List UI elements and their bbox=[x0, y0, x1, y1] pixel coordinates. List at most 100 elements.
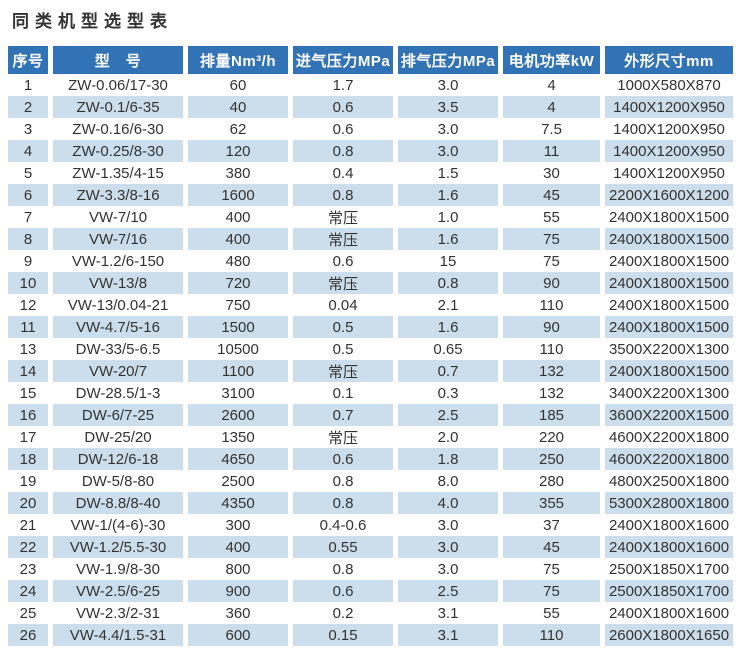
page: 同类机型选型表 序号 型 号 排量Nm³/h 进气压力MPa 排气压力MPa 电… bbox=[0, 12, 750, 646]
table-cell: 2400X1800X1500 bbox=[608, 296, 730, 314]
table-cell: 800 bbox=[225, 560, 251, 578]
table-cell: 4800X2500X1800 bbox=[608, 472, 730, 490]
table-row: 11 VW-4.7/5-16 1500 0.5 1.6 90 2400X1800X1500 bbox=[8, 316, 733, 338]
table-cell: 常压 bbox=[293, 272, 393, 294]
table-cell: 3600X2200X1500 bbox=[605, 404, 733, 426]
col-header-displacement: 排量Nm³/h bbox=[188, 46, 288, 74]
table-cell: 常压 bbox=[293, 228, 393, 250]
table-cell: 2600X1800X1650 bbox=[605, 624, 733, 646]
table-cell: 11 bbox=[8, 316, 48, 338]
table-cell: 55 bbox=[543, 208, 560, 226]
table-row: 1 ZW-0.06/17-30 60 1.7 3.0 4 1000X580X870 bbox=[8, 74, 733, 96]
table-cell: VW-1/(4-6)-30 bbox=[70, 516, 166, 534]
table-cell: 0.5 bbox=[293, 316, 393, 338]
table-cell: VW-2.3/2-31 bbox=[76, 604, 160, 622]
table-cell: 15 bbox=[439, 252, 457, 270]
table-cell: 3.5 bbox=[398, 96, 498, 118]
table-row: 12 VW-13/0.04-21 750 0.04 2.1 110 2400X1800X15… bbox=[8, 294, 733, 316]
table-cell: 14 bbox=[8, 360, 48, 382]
table-cell: 3.1 bbox=[437, 604, 459, 622]
table-cell: 5 bbox=[23, 164, 33, 182]
table-cell: 110 bbox=[539, 340, 564, 358]
table-cell: 0.6 bbox=[293, 448, 393, 470]
table-cell: 10 bbox=[8, 272, 48, 294]
table-cell: 0.8 bbox=[398, 272, 498, 294]
table-cell: 3400X2200X1300 bbox=[608, 384, 730, 402]
table-cell: 360 bbox=[225, 604, 251, 622]
table-cell: 355 bbox=[503, 492, 600, 514]
table-row: 18 DW-12/6-18 4650 0.6 1.8 250 4600X2200X1800 bbox=[8, 448, 733, 470]
table-cell: 62 bbox=[229, 120, 247, 138]
table-cell: VW-4.4/1.5-31 bbox=[53, 624, 183, 646]
table-cell: 480 bbox=[225, 252, 251, 270]
table-cell: 25 bbox=[19, 604, 37, 622]
table-cell: 0.7 bbox=[293, 404, 393, 426]
table-cell: 1400X1200X950 bbox=[613, 164, 725, 182]
table-cell: DW-12/6-18 bbox=[53, 448, 183, 470]
col-header-intake-pressure: 进气压力MPa bbox=[293, 46, 393, 74]
table-cell: 1.6 bbox=[398, 228, 498, 250]
page-title: 同类机型选型表 bbox=[12, 12, 173, 31]
table-row: 5 ZW-1.35/4-15 380 0.4 1.5 30 1400X1200X950 bbox=[8, 162, 733, 184]
table-cell: VW-7/10 bbox=[88, 208, 148, 226]
table-cell: 常压 bbox=[327, 429, 358, 447]
table-cell: 75 bbox=[543, 560, 560, 578]
table-cell: DW-28.5/1-3 bbox=[75, 384, 161, 402]
table-cell: 0.8 bbox=[332, 560, 354, 578]
table-cell: 132 bbox=[538, 384, 565, 402]
table-cell: 2400X1800X1600 bbox=[608, 604, 730, 622]
table-cell: 1350 bbox=[221, 428, 255, 446]
table-cell: 7 bbox=[23, 208, 33, 226]
table-cell: 2.1 bbox=[437, 296, 459, 314]
table-cell: 3 bbox=[23, 120, 33, 138]
table-cell: 4.0 bbox=[398, 492, 498, 514]
table-cell: 0.6 bbox=[332, 252, 354, 270]
table-cell: 0.8 bbox=[293, 140, 393, 162]
table-cell: 12 bbox=[19, 296, 37, 314]
table-cell: 90 bbox=[503, 272, 600, 294]
table-cell: 4 bbox=[547, 76, 556, 94]
table-cell: 75 bbox=[503, 580, 600, 602]
table-row: 26 VW-4.4/1.5-31 600 0.15 3.1 110 2600X1800X16… bbox=[8, 624, 733, 646]
table-cell: 400 bbox=[225, 208, 251, 226]
table-cell: 20 bbox=[8, 492, 48, 514]
table-cell: 3100 bbox=[221, 384, 255, 402]
table-cell: 30 bbox=[543, 164, 560, 182]
table-cell: 45 bbox=[503, 536, 600, 558]
table-cell: 185 bbox=[503, 404, 600, 426]
table-cell: 8 bbox=[8, 228, 48, 250]
table-cell: 8.0 bbox=[437, 472, 459, 490]
table-cell: 0.6 bbox=[293, 580, 393, 602]
table-cell: 720 bbox=[188, 272, 288, 294]
table-cell: 3.0 bbox=[437, 516, 459, 534]
table-cell: 1600 bbox=[188, 184, 288, 206]
table-cell: VW-2.5/6-25 bbox=[53, 580, 183, 602]
table-cell: VW-1.2/5.5-30 bbox=[53, 536, 183, 558]
table-cell: 90 bbox=[503, 316, 600, 338]
table-cell: 11 bbox=[503, 140, 600, 162]
table-body: 1 ZW-0.06/17-30 60 1.7 3.0 4 1000X580X870 2 ZW-0… bbox=[8, 74, 733, 646]
table-cell: 常压 bbox=[327, 209, 358, 227]
table-cell: ZW-1.35/4-15 bbox=[72, 164, 164, 182]
col-header-motor-power: 电机功率kW bbox=[503, 46, 600, 74]
table-cell: 1.7 bbox=[332, 76, 354, 94]
table-row: 6 ZW-3.3/8-16 1600 0.8 1.6 45 2200X1600X1200 bbox=[8, 184, 733, 206]
table-cell: 120 bbox=[188, 140, 288, 162]
table-cell: 2600 bbox=[188, 404, 288, 426]
table-row: 19 DW-5/8-80 2500 0.8 8.0 280 4800X2500X1800 bbox=[8, 470, 733, 492]
table-cell: 3.0 bbox=[398, 140, 498, 162]
table-cell: 3.0 bbox=[398, 536, 498, 558]
table-cell: ZW-0.25/8-30 bbox=[53, 140, 183, 162]
table-cell: 0.55 bbox=[293, 536, 393, 558]
table-cell: 3500X2200X1300 bbox=[608, 340, 730, 358]
table-cell: 0.6 bbox=[293, 96, 393, 118]
table-cell: 132 bbox=[503, 360, 600, 382]
table-cell: VW-13/8 bbox=[53, 272, 183, 294]
table-row: 9 VW-1.2/6-150 480 0.6 15 75 2400X1800X1500 bbox=[8, 250, 733, 272]
table-row: 22 VW-1.2/5.5-30 400 0.55 3.0 45 2400X1800X160… bbox=[8, 536, 733, 558]
table-cell: 3.0 bbox=[437, 560, 459, 578]
table-row: 16 DW-6/7-25 2600 0.7 2.5 185 3600X2200X1500 bbox=[8, 404, 733, 426]
table-cell: 2500 bbox=[221, 472, 255, 490]
table-row: 2 ZW-0.1/6-35 40 0.6 3.5 4 1400X1200X950 bbox=[8, 96, 733, 118]
table-cell: 45 bbox=[503, 184, 600, 206]
